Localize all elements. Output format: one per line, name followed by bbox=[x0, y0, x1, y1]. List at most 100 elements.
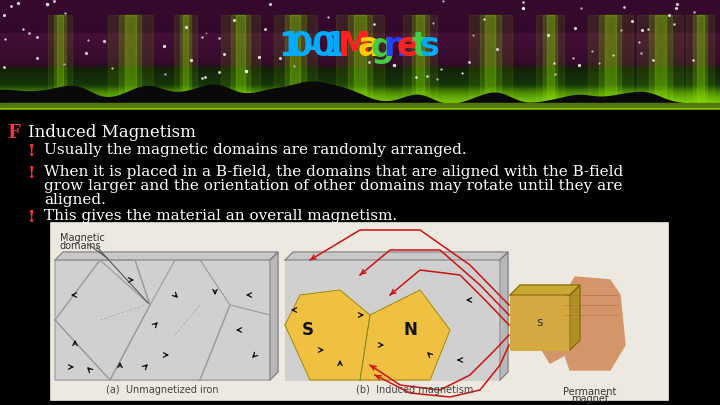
Bar bbox=[0, 9, 720, 10]
Bar bbox=[0, 45, 720, 47]
Bar bbox=[0, 2, 720, 3]
Bar bbox=[0, 98, 720, 100]
Bar bbox=[0, 72, 720, 73]
Bar bbox=[0, 98, 720, 99]
Bar bbox=[0, 108, 720, 109]
Bar bbox=[0, 47, 720, 48]
Bar bbox=[0, 81, 720, 83]
Bar bbox=[0, 32, 720, 34]
Bar bbox=[55, 260, 270, 380]
Bar bbox=[0, 21, 720, 22]
Bar bbox=[0, 99, 720, 100]
Bar bbox=[0, 62, 720, 63]
Bar bbox=[0, 11, 720, 13]
Bar bbox=[0, 89, 720, 90]
Bar bbox=[0, 41, 720, 43]
Bar bbox=[0, 109, 720, 110]
Bar bbox=[0, 8, 720, 9]
Text: F: F bbox=[7, 124, 20, 142]
Bar bbox=[174, 15, 197, 105]
Bar bbox=[0, 91, 720, 92]
Text: M: M bbox=[338, 30, 371, 64]
Bar bbox=[183, 15, 188, 105]
Bar bbox=[0, 17, 720, 18]
Bar bbox=[0, 43, 720, 45]
Bar bbox=[0, 53, 720, 54]
Polygon shape bbox=[542, 325, 565, 363]
Bar bbox=[0, 97, 720, 98]
Bar bbox=[480, 15, 501, 105]
Bar bbox=[655, 15, 666, 105]
Bar bbox=[236, 15, 245, 105]
Bar bbox=[0, 26, 720, 28]
Bar bbox=[348, 15, 372, 105]
Bar bbox=[0, 87, 720, 88]
Bar bbox=[0, 104, 720, 105]
Text: g: g bbox=[370, 30, 394, 64]
Bar bbox=[0, 106, 720, 107]
Bar bbox=[0, 70, 720, 72]
Text: Magnetic: Magnetic bbox=[60, 233, 105, 243]
Bar bbox=[0, 47, 720, 49]
Bar bbox=[0, 85, 720, 87]
Bar bbox=[0, 85, 720, 86]
Bar bbox=[0, 90, 720, 91]
Bar bbox=[0, 21, 720, 23]
Text: Permanent: Permanent bbox=[563, 387, 617, 397]
Text: (a)  Unmagnetized iron: (a) Unmagnetized iron bbox=[106, 385, 218, 395]
Bar bbox=[0, 26, 720, 27]
Bar bbox=[0, 40, 720, 41]
Bar bbox=[0, 60, 720, 62]
Bar bbox=[0, 87, 720, 89]
Text: 1: 1 bbox=[323, 30, 346, 64]
Bar bbox=[0, 38, 720, 39]
Bar bbox=[0, 30, 720, 31]
Bar bbox=[0, 92, 720, 94]
Bar bbox=[0, 15, 720, 17]
Bar bbox=[0, 64, 720, 66]
Bar bbox=[0, 28, 720, 30]
Bar bbox=[0, 32, 720, 33]
Text: S: S bbox=[302, 321, 314, 339]
Bar bbox=[0, 102, 720, 103]
Bar bbox=[0, 107, 720, 108]
Bar bbox=[588, 15, 633, 105]
Bar bbox=[0, 102, 720, 103]
Text: !: ! bbox=[28, 165, 35, 182]
Bar bbox=[510, 295, 570, 350]
Bar bbox=[0, 103, 720, 104]
Bar bbox=[0, 55, 720, 56]
Bar bbox=[686, 15, 714, 105]
Bar bbox=[0, 81, 720, 82]
Bar bbox=[290, 15, 300, 105]
Bar bbox=[403, 15, 437, 105]
Bar bbox=[0, 87, 720, 88]
Bar bbox=[0, 51, 720, 53]
Bar bbox=[0, 92, 720, 93]
Bar bbox=[485, 15, 495, 105]
Bar bbox=[0, 107, 720, 108]
Text: !: ! bbox=[28, 209, 35, 226]
Bar bbox=[605, 15, 616, 105]
Bar bbox=[0, 90, 720, 92]
Bar bbox=[336, 15, 384, 105]
Bar bbox=[0, 109, 720, 110]
Bar bbox=[0, 92, 720, 93]
Bar bbox=[536, 15, 564, 105]
Text: a: a bbox=[358, 30, 380, 64]
Bar bbox=[285, 15, 306, 105]
Bar bbox=[0, 94, 720, 95]
Polygon shape bbox=[500, 252, 508, 380]
Bar bbox=[0, 0, 720, 110]
Bar bbox=[0, 98, 720, 99]
Text: domains: domains bbox=[60, 241, 102, 251]
Text: n: n bbox=[383, 30, 407, 64]
Bar bbox=[274, 15, 317, 105]
Polygon shape bbox=[0, 82, 720, 115]
Polygon shape bbox=[285, 252, 508, 260]
Bar bbox=[0, 88, 720, 89]
Bar bbox=[0, 66, 720, 68]
Bar bbox=[0, 100, 720, 101]
Bar bbox=[221, 15, 260, 105]
Bar bbox=[0, 19, 720, 20]
